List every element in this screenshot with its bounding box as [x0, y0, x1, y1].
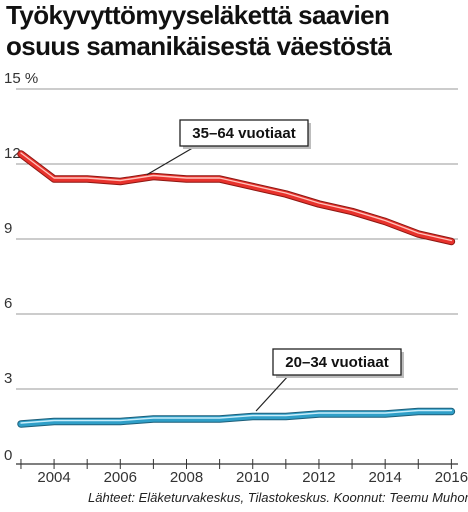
y-tick-label-9: 9 — [4, 220, 12, 237]
y-tick-label-3: 3 — [4, 370, 12, 387]
x-tick-label-2016: 2016 — [435, 469, 468, 486]
series-line-highlight-0 — [20, 152, 453, 242]
series-label-1: 20–34 vuotiaat — [285, 354, 388, 371]
y-tick-label-12: 12 — [4, 145, 21, 162]
source-note: Lähteet: Eläketurvakeskus, Tilastokeskus… — [88, 490, 468, 505]
x-tick-label-2008: 2008 — [170, 469, 203, 486]
series-label-0: 35–64 vuotiaat — [192, 125, 295, 142]
series-label-box-1 — [272, 348, 402, 376]
x-tick-label-2004: 2004 — [37, 469, 70, 486]
series-label-box-0 — [179, 119, 309, 147]
x-tick-label-2012: 2012 — [302, 469, 335, 486]
chart-title-line-1: Työkyvyttömyyseläkettä saavien — [6, 0, 390, 30]
series-label-leader-0 — [146, 145, 197, 176]
chart-title-line-2: osuus samanikäisestä väestöstä — [6, 31, 392, 61]
x-tick-label-2014: 2014 — [368, 469, 401, 486]
series-line-0 — [18, 151, 455, 245]
y-tick-label-6: 6 — [4, 295, 12, 312]
series-line-1 — [18, 408, 455, 427]
y-tick-label-15: 15 % — [4, 70, 38, 87]
series-label-leader-1 — [255, 374, 290, 412]
chart-title: Työkyvyttömyyseläkettä saavien osuus sam… — [6, 0, 392, 62]
series-line-outline-0 — [17, 150, 456, 246]
x-tick-label-2010: 2010 — [236, 469, 269, 486]
series-line-highlight-1 — [20, 409, 453, 424]
y-tick-label-0: 0 — [4, 447, 12, 464]
x-tick-label-2006: 2006 — [104, 469, 137, 486]
